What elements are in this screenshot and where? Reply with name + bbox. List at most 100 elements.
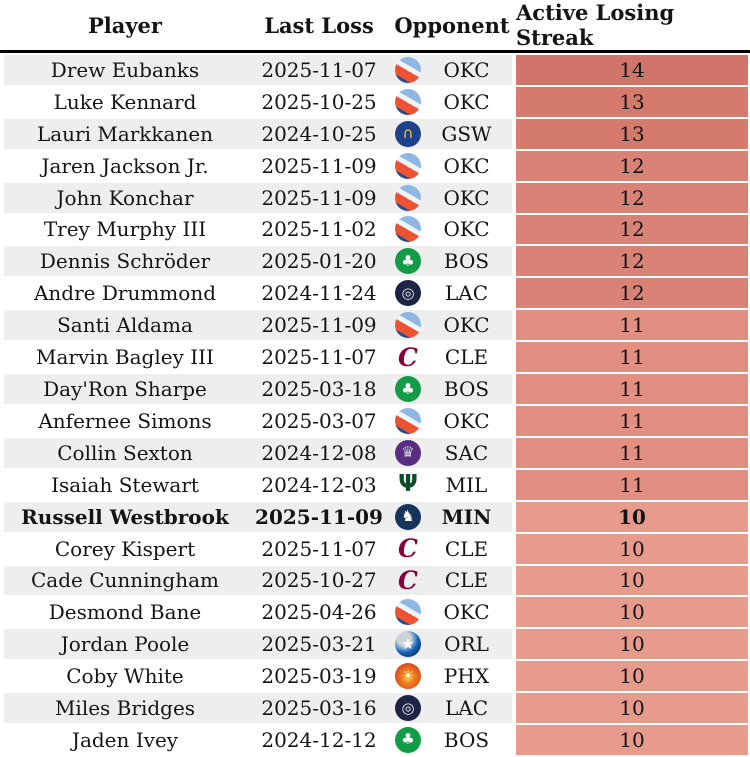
row-main: Jaden Ivey 2024-12-12 ♣ BOS <box>4 725 512 755</box>
last-loss-date: 2025-11-07 <box>261 345 377 370</box>
row-main: Cade Cunningham 2025-10-27 C CLE <box>4 565 512 596</box>
row-main: Marvin Bagley III 2025-11-07 C CLE <box>4 342 512 373</box>
team-abbr: OKC <box>443 153 490 178</box>
streak-value: 12 <box>516 278 748 309</box>
opponent-cell: OKC <box>392 151 512 181</box>
table-row: Luke Kennard 2025-10-25 OKC 13 <box>0 86 750 117</box>
opponent-cell: ♣ BOS <box>392 725 512 755</box>
last-loss-date: 2025-03-19 <box>261 664 377 689</box>
player-name: Day'Ron Sharpe <box>43 377 207 402</box>
row-main: Russell Westbrook 2025-11-09 ♞ MIN <box>4 501 512 532</box>
row-main: Luke Kennard 2025-10-25 OKC <box>4 86 512 117</box>
last-loss-date: 2025-11-02 <box>261 217 377 242</box>
streak-value: 14 <box>516 55 748 85</box>
okc-thunder-logo <box>395 152 421 179</box>
last-loss-date: 2025-10-27 <box>261 568 377 593</box>
table-row: Lauri Markkanen 2024-10-25 ∩ GSW 13 <box>0 118 750 149</box>
team-abbr: BOS <box>443 727 490 752</box>
row-main: Collin Sexton 2024-12-08 ♛ SAC <box>4 437 512 468</box>
last-loss-date: 2024-12-03 <box>261 472 377 497</box>
table-row: Day'Ron Sharpe 2025-03-18 ♣ BOS 11 <box>0 374 750 404</box>
opponent-cell: ◎ LAC <box>392 693 512 723</box>
opponent-cell: OKC <box>392 310 512 340</box>
cleveland-cavaliers-logo: C <box>398 534 418 564</box>
team-abbr: OKC <box>443 408 490 433</box>
team-abbr: BOS <box>443 249 490 274</box>
row-main: Day'Ron Sharpe 2025-03-18 ♣ BOS <box>4 374 512 404</box>
streak-value: 12 <box>516 150 748 181</box>
streak-value: 10 <box>516 533 748 564</box>
opponent-cell: ★ ORL <box>392 629 512 659</box>
team-abbr: SAC <box>444 440 489 465</box>
table-row: John Konchar 2025-11-09 OKC 12 <box>0 182 750 213</box>
streak-value: 12 <box>516 246 748 277</box>
last-loss-date: 2025-03-18 <box>261 377 377 402</box>
boston-celtics-logo: ♣ <box>395 726 421 753</box>
row-main: Miles Bridges 2025-03-16 ◎ LAC <box>4 693 512 724</box>
player-name: Isaiah Stewart <box>51 472 199 497</box>
team-abbr: CLE <box>444 536 489 561</box>
last-loss-date: 2024-12-08 <box>261 440 377 465</box>
table-row: Coby White 2025-03-19 ☀ PHX 10 <box>0 661 750 692</box>
player-name: John Konchar <box>56 185 194 210</box>
last-loss-date: 2025-11-09 <box>261 313 377 338</box>
table-row: Dennis Schröder 2025-01-20 ♣ BOS 12 <box>0 246 750 277</box>
row-main: Jordan Poole 2025-03-21 ★ ORL <box>4 629 512 660</box>
boston-celtics-logo: ♣ <box>395 248 421 275</box>
player-name: Trey Murphy III <box>43 217 207 242</box>
okc-thunder-logo <box>395 599 421 626</box>
last-loss-date: 2024-10-25 <box>261 121 377 146</box>
phoenix-suns-logo: ☀ <box>395 663 421 690</box>
player-name: Jaden Ivey <box>71 727 179 752</box>
opponent-cell: ♣ BOS <box>392 246 512 276</box>
player-name: Marvin Bagley III <box>36 345 214 370</box>
table-row: Corey Kispert 2025-11-07 C CLE 10 <box>0 533 750 564</box>
streak-value: 10 <box>516 661 748 692</box>
opponent-cell: C CLE <box>392 534 512 564</box>
team-abbr: BOS <box>443 377 490 402</box>
row-main: Coby White 2025-03-19 ☀ PHX <box>4 661 512 692</box>
table-row: Isaiah Stewart 2024-12-03 Ψ MIL 11 <box>0 469 750 500</box>
opponent-cell: ♛ SAC <box>392 438 512 468</box>
opponent-cell: Ψ MIL <box>392 470 512 500</box>
opponent-cell: OKC <box>392 215 512 245</box>
row-main: Anfernee Simons 2025-03-07 OKC <box>4 405 512 436</box>
last-loss-date: 2025-01-20 <box>261 249 377 274</box>
team-abbr: OKC <box>443 217 490 242</box>
okc-thunder-logo <box>395 312 421 339</box>
streak-value: 11 <box>516 469 748 500</box>
table-row: Santi Aldama 2025-11-09 OKC 11 <box>0 310 750 341</box>
la-clippers-logo: ◎ <box>395 695 421 722</box>
player-name: Miles Bridges <box>54 696 196 721</box>
player-name: Jordan Poole <box>60 632 190 657</box>
streak-value: 12 <box>516 214 748 245</box>
team-abbr: OKC <box>443 89 490 114</box>
okc-thunder-logo <box>395 407 421 434</box>
opponent-cell: ♞ MIN <box>392 502 512 532</box>
row-main: John Konchar 2025-11-09 OKC <box>4 182 512 213</box>
orlando-magic-logo: ★ <box>395 631 421 658</box>
row-main: Desmond Bane 2025-04-26 OKC <box>4 597 512 628</box>
team-abbr: GSW <box>441 121 492 146</box>
streak-value: 11 <box>516 342 748 373</box>
last-loss-date: 2025-11-09 <box>255 504 383 529</box>
player-name: Cade Cunningham <box>30 568 220 593</box>
team-abbr: CLE <box>444 345 489 370</box>
streak-value: 10 <box>516 693 748 724</box>
team-abbr: CLE <box>444 568 489 593</box>
sacramento-kings-logo: ♛ <box>395 439 421 466</box>
last-loss-date: 2025-11-07 <box>261 57 377 82</box>
last-loss-date: 2025-10-25 <box>261 89 377 114</box>
row-main: Isaiah Stewart 2024-12-03 Ψ MIL <box>4 469 512 500</box>
streak-value: 10 <box>516 565 748 596</box>
row-main: Jaren Jackson Jr. 2025-11-09 OKC <box>4 150 512 181</box>
player-name: Lauri Markkanen <box>36 121 214 146</box>
table-row: Miles Bridges 2025-03-16 ◎ LAC 10 <box>0 693 750 724</box>
opponent-cell: OKC <box>392 183 512 213</box>
column-header-active-losing-streak: Active Losing Streak <box>516 0 675 50</box>
last-loss-date: 2025-11-07 <box>261 536 377 561</box>
opponent-cell: C CLE <box>392 342 512 372</box>
player-name: Coby White <box>66 664 184 689</box>
streak-value: 12 <box>516 182 748 213</box>
